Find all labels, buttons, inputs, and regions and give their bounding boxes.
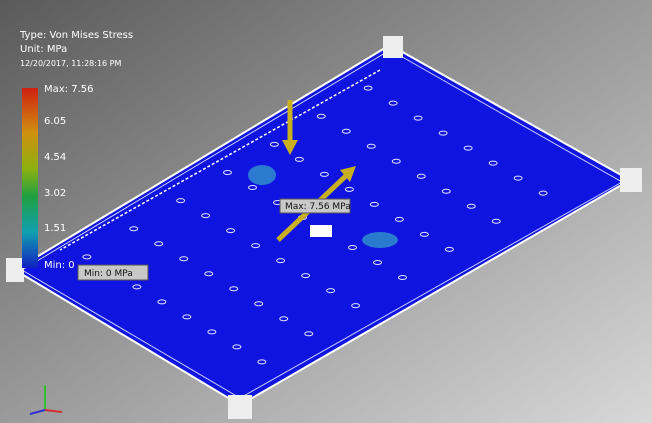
probe-box (279, 198, 351, 214)
hole (363, 85, 373, 91)
hole (251, 243, 261, 249)
probe-label: Min: 0 MPa (84, 269, 133, 279)
legend-label: 1.51 (44, 223, 66, 234)
hole (341, 128, 351, 134)
hole (129, 226, 139, 232)
hole (229, 286, 239, 292)
probe-max: Max: 7.56 MPa (279, 198, 351, 214)
legend-label: Max: 7.56 (44, 84, 94, 95)
hole (391, 158, 401, 164)
hole (348, 245, 357, 250)
hole (157, 299, 167, 305)
hole (232, 344, 242, 350)
constraint (6, 258, 24, 282)
hole (207, 329, 217, 335)
hole (226, 228, 236, 234)
holes (82, 85, 548, 365)
hole (82, 254, 92, 260)
legend-label: Min: 0 (44, 260, 75, 271)
hole (413, 115, 423, 121)
hole (182, 314, 192, 320)
hole (488, 160, 498, 166)
color-bar (22, 88, 38, 268)
hole (316, 113, 326, 119)
hole (294, 156, 304, 162)
hole (369, 201, 379, 207)
hole (441, 188, 451, 194)
hole (276, 258, 286, 264)
legend: Type: Von Mises Stress Unit: MPa 12/20/2… (19, 30, 133, 271)
hole (154, 241, 164, 247)
hole (319, 171, 329, 177)
hole (301, 273, 311, 279)
hole (223, 170, 232, 175)
hole (513, 175, 523, 181)
probe-min: Min: 0 MPa (77, 264, 149, 281)
hole (326, 288, 336, 294)
hole (304, 331, 314, 337)
legend-label: 3.02 (44, 188, 66, 199)
hole (388, 100, 398, 106)
hole (257, 359, 267, 365)
hole (204, 271, 214, 277)
hole (269, 141, 279, 147)
hole (444, 246, 454, 252)
legend-label: 4.54 (44, 152, 66, 163)
axis-x (44, 409, 63, 413)
load-arrow-head (282, 140, 298, 155)
hole (279, 316, 289, 322)
hole (248, 185, 257, 190)
hole (538, 190, 548, 196)
probe-label: Max: 7.56 MPa (285, 202, 351, 212)
hole (344, 186, 354, 192)
hole (254, 301, 264, 307)
stress-spot (362, 232, 398, 248)
hole (463, 145, 473, 151)
legend-unit: Unit: MPa (20, 44, 67, 55)
load-arrow-head (340, 166, 356, 182)
legend-type: Type: Von Mises Stress (19, 30, 133, 41)
axis-z (29, 409, 46, 415)
slot (59, 69, 381, 251)
hole (416, 173, 426, 179)
legend-label: 6.05 (44, 116, 66, 127)
hole (466, 203, 476, 209)
model (6, 36, 642, 419)
hole (438, 130, 448, 136)
constraint (620, 168, 642, 192)
hole (366, 143, 376, 149)
hole (394, 216, 404, 222)
view-triad (29, 385, 63, 415)
constraint (383, 36, 403, 58)
legend-timestamp: 12/20/2017, 11:28:16 PM (20, 59, 121, 68)
hub (310, 225, 332, 237)
hole (132, 284, 142, 290)
hole (201, 213, 211, 219)
hole (419, 231, 429, 237)
hole (176, 198, 186, 204)
hole (179, 256, 189, 262)
hole (351, 303, 361, 309)
constraint (228, 395, 252, 419)
stress-spot (248, 165, 276, 185)
hole (398, 275, 407, 280)
hole (373, 260, 382, 265)
hole (491, 218, 501, 224)
probe-box (77, 264, 149, 281)
